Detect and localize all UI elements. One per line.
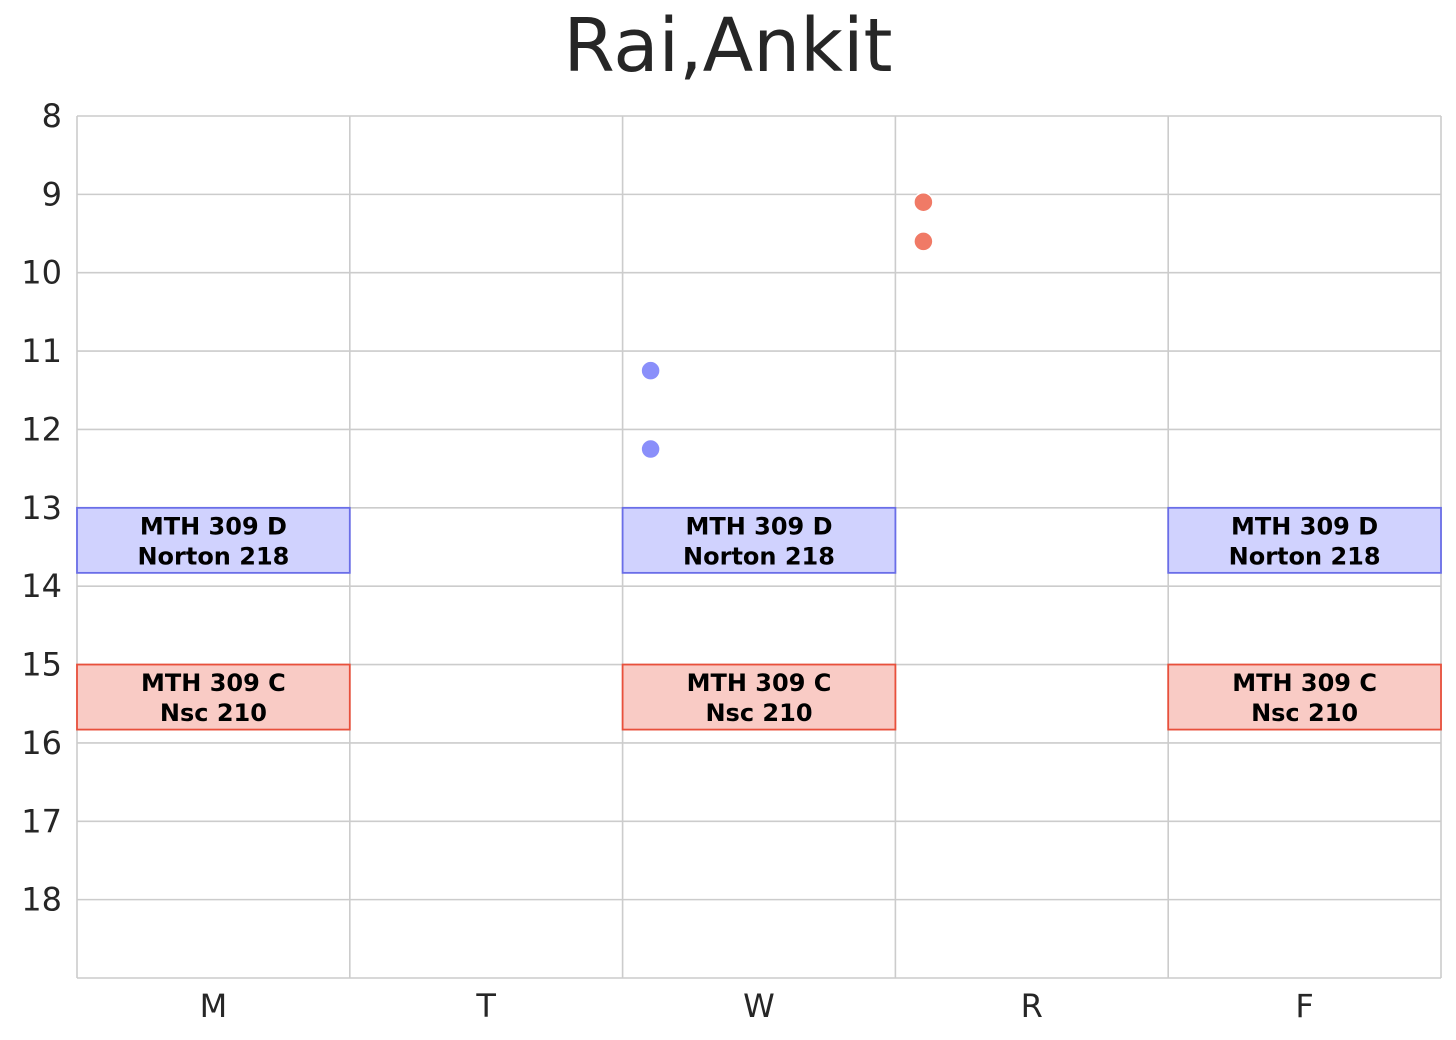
y-tick-label-14: 14: [21, 567, 62, 605]
chart-title: Rai,Ankit: [563, 3, 893, 89]
x-tick-label-F: F: [1295, 987, 1313, 1025]
class-room-label: Nsc 210: [705, 699, 812, 727]
class-room-label: Nsc 210: [1251, 699, 1358, 727]
y-tick-label-11: 11: [21, 332, 62, 370]
class-block-rect: [76, 663, 351, 731]
class-course-label: MTH 309 D: [685, 512, 832, 540]
y-tick-label-15: 15: [21, 646, 62, 684]
class-block-rect: [1167, 506, 1442, 574]
y-axis-ticks: 8 9 10 11 12 13 14 15 16 17 18: [21, 97, 62, 919]
point-W-1: [640, 438, 661, 460]
point-R-2: [913, 191, 934, 213]
class-course-label: MTH 309 C: [141, 669, 286, 697]
y-tick-label-16: 16: [21, 724, 62, 762]
x-tick-label-R: R: [1021, 987, 1043, 1025]
x-tick-label-W: W: [743, 987, 775, 1025]
y-tick-label-18: 18: [21, 881, 62, 919]
class-block-rect: [1167, 663, 1442, 731]
class-course-label: MTH 309 C: [1232, 669, 1377, 697]
point-R-3: [913, 231, 934, 252]
class-room-label: Nsc 210: [160, 699, 267, 727]
y-tick-label-17: 17: [21, 802, 62, 840]
x-tick-label-T: T: [475, 987, 496, 1025]
y-tick-label-8: 8: [42, 97, 62, 135]
y-tick-label-13: 13: [21, 489, 62, 527]
class-block-rect: [76, 506, 351, 574]
point-W-0: [640, 360, 661, 381]
class-block-rect: [621, 663, 897, 731]
class-room-label: Norton 218: [1229, 542, 1381, 570]
y-tick-label-12: 12: [21, 410, 62, 448]
class-course-label: MTH 309 C: [687, 669, 832, 697]
y-tick-label-10: 10: [21, 254, 62, 292]
y-tick-label-9: 9: [42, 175, 62, 213]
class-course-label: MTH 309 D: [1231, 512, 1378, 540]
x-tick-label-M: M: [200, 987, 228, 1025]
class-block-rect: [621, 506, 897, 574]
class-room-label: Norton 218: [137, 542, 289, 570]
class-course-label: MTH 309 D: [140, 512, 287, 540]
data-points: [640, 191, 934, 460]
class-room-label: Norton 218: [683, 542, 835, 570]
